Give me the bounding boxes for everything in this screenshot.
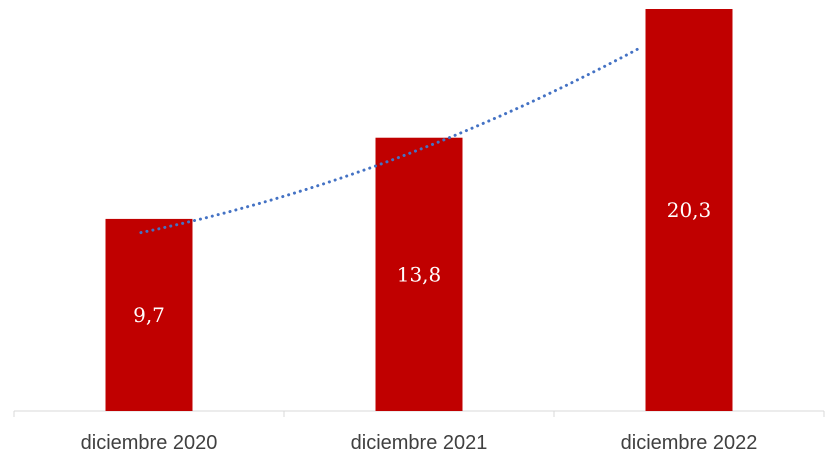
data-label-3: 20,3 (667, 198, 712, 222)
bar-3 (645, 9, 733, 411)
data-label-1: 9,7 (133, 303, 165, 327)
trendline (139, 46, 642, 235)
category-label-3: diciembre 2022 (621, 432, 758, 454)
bar-1 (105, 218, 193, 411)
category-label-2: diciembre 2021 (351, 432, 488, 454)
bar-2 (375, 137, 463, 411)
category-label-1: diciembre 2020 (81, 432, 218, 454)
data-label-2: 13,8 (397, 262, 442, 286)
